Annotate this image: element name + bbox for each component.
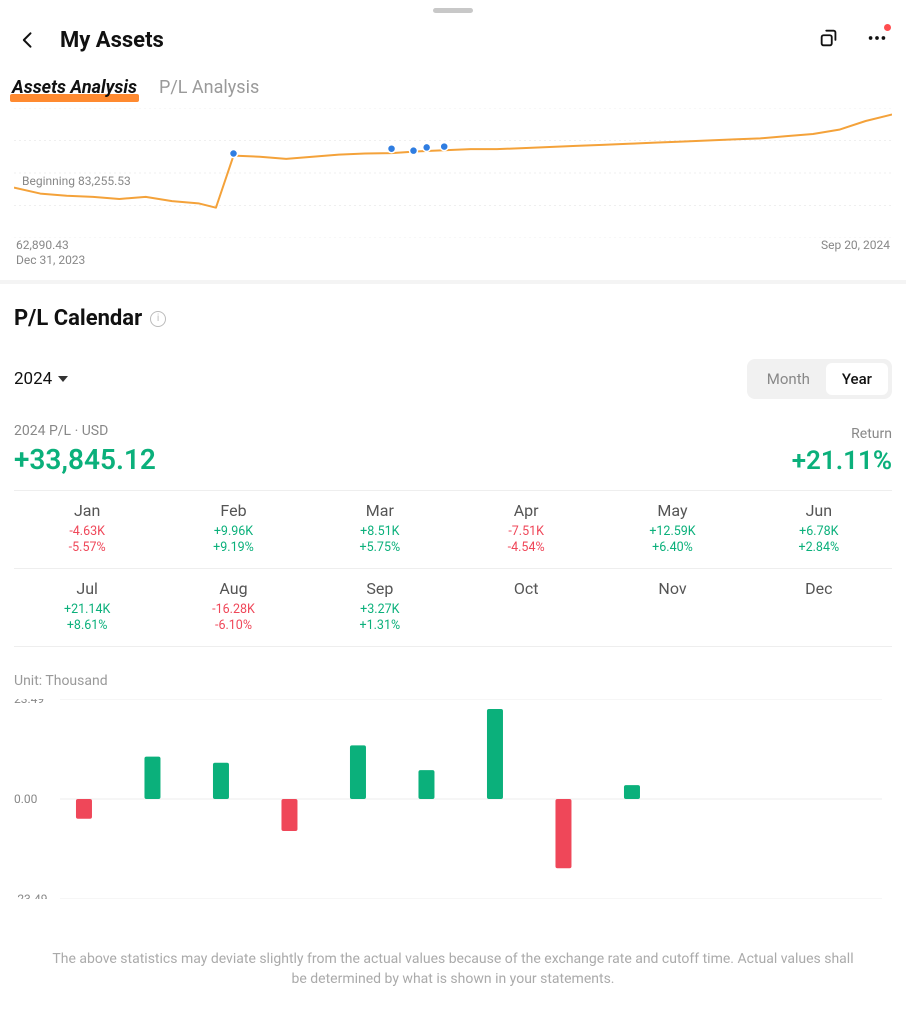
summary-right-label: Return <box>792 426 892 442</box>
pl-calendar-title: P/L Calendar <box>14 306 142 331</box>
month-name: Mar <box>313 501 447 520</box>
month-pct: +5.75% <box>313 540 447 556</box>
month-name: Jun <box>752 501 886 520</box>
month-name: Nov <box>605 579 739 598</box>
summary-left-value: +33,845.12 <box>14 443 156 476</box>
month-cell[interactable]: Sep +3.27K+1.31% <box>307 569 453 647</box>
svg-text:-23.49: -23.49 <box>14 892 47 899</box>
svg-text:23.49: 23.49 <box>14 699 44 706</box>
pl-bar-chart: 23.49 0.00 -23.49 <box>14 699 892 899</box>
period-segment: Month Year <box>747 359 892 399</box>
unit-label: Unit: Thousand <box>14 673 892 689</box>
month-pct: +2.84% <box>752 540 886 556</box>
tab-assets-analysis[interactable]: Assets Analysis <box>12 77 137 102</box>
year-picker-value: 2024 <box>14 369 52 389</box>
month-name: May <box>605 501 739 520</box>
pl-calendar-section: P/L Calendar i 2024 Month Year 2024 P/L … <box>0 284 906 1020</box>
month-cell[interactable]: Dec <box>746 569 892 647</box>
month-pct: +1.31% <box>313 618 447 634</box>
month-pct: -6.10% <box>166 618 300 634</box>
month-cell[interactable]: Mar +8.51K+5.75% <box>307 491 453 569</box>
month-cell[interactable]: Nov <box>599 569 745 647</box>
x-start-label: Dec 31, 2023 <box>16 253 85 268</box>
summary-right-value: +21.11% <box>792 446 892 476</box>
month-amount: -4.63K <box>20 524 154 540</box>
month-amount: -7.51K <box>459 524 593 540</box>
header: My Assets <box>0 13 906 63</box>
month-cell[interactable]: Feb +9.96K+9.19% <box>160 491 306 569</box>
month-name: Jul <box>20 579 154 598</box>
month-amount: -16.28K <box>166 602 300 618</box>
page-title: My Assets <box>60 28 164 53</box>
more-icon[interactable] <box>866 27 888 53</box>
month-name: Oct <box>459 579 593 598</box>
notification-dot <box>884 24 891 31</box>
month-amount: +9.96K <box>166 524 300 540</box>
svg-text:0.00: 0.00 <box>14 792 38 806</box>
back-icon[interactable] <box>18 30 38 50</box>
disclaimer-text: The above statistics may deviate slightl… <box>14 899 892 1020</box>
month-name: Jan <box>20 501 154 520</box>
assets-line-chart: Beginning 83,255.53 62,890.43 Dec 31, 20… <box>0 108 906 284</box>
month-name: Aug <box>166 579 300 598</box>
months-grid: Jan-4.63K-5.57%Feb+9.96K+9.19%Mar+8.51K+… <box>14 490 892 647</box>
month-amount: +8.51K <box>313 524 447 540</box>
month-cell[interactable]: Jan -4.63K-5.57% <box>14 491 160 569</box>
month-cell[interactable]: Jul +21.14K+8.61% <box>14 569 160 647</box>
month-amount: +12.59K <box>605 524 739 540</box>
y-low-label: 62,890.43 <box>16 238 85 253</box>
month-name: Feb <box>166 501 300 520</box>
analysis-tabs: Assets Analysis P/L Analysis <box>0 63 906 108</box>
month-pct: +9.19% <box>166 540 300 556</box>
segment-year[interactable]: Year <box>826 363 888 395</box>
year-picker[interactable]: 2024 <box>14 369 68 389</box>
month-cell[interactable]: Oct <box>453 569 599 647</box>
month-pct: +8.61% <box>20 618 154 634</box>
caret-down-icon <box>58 376 68 382</box>
month-name: Sep <box>313 579 447 598</box>
month-amount: +21.14K <box>20 602 154 618</box>
segment-month[interactable]: Month <box>751 363 826 395</box>
month-pct: +6.40% <box>605 540 739 556</box>
month-pct: -4.54% <box>459 540 593 556</box>
month-amount: +6.78K <box>752 524 886 540</box>
month-cell[interactable]: Jun +6.78K+2.84% <box>746 491 892 569</box>
month-cell[interactable]: May +12.59K+6.40% <box>599 491 745 569</box>
month-cell[interactable]: Aug -16.28K-6.10% <box>160 569 306 647</box>
info-icon[interactable]: i <box>150 311 166 327</box>
tab-pl-analysis[interactable]: P/L Analysis <box>159 77 259 102</box>
month-name: Dec <box>752 579 886 598</box>
month-cell[interactable]: Apr -7.51K-4.54% <box>453 491 599 569</box>
month-amount: +3.27K <box>313 602 447 618</box>
x-end-label: Sep 20, 2024 <box>821 238 890 268</box>
summary-left-label: 2024 P/L · USD <box>14 423 156 439</box>
share-icon[interactable] <box>818 27 840 53</box>
beginning-label: Beginning 83,255.53 <box>22 174 131 188</box>
month-pct: -5.57% <box>20 540 154 556</box>
month-name: Apr <box>459 501 593 520</box>
